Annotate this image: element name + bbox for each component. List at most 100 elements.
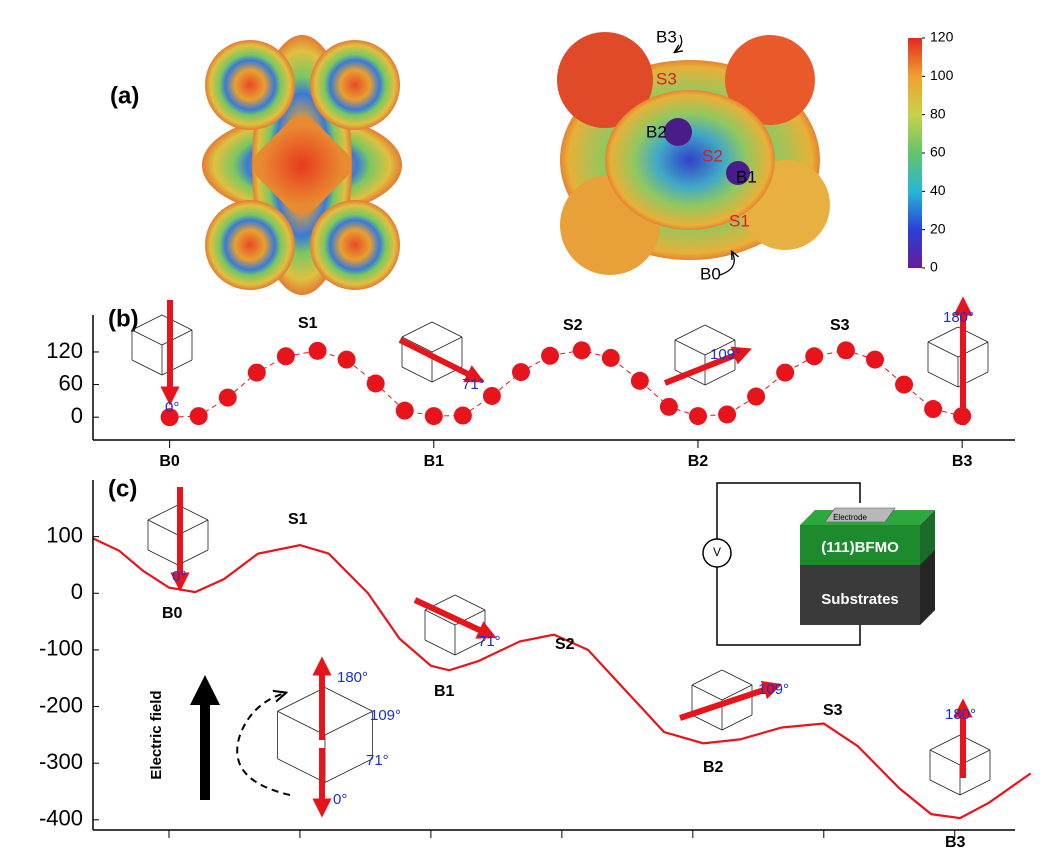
angle-label: 109° <box>758 681 789 698</box>
annotation: S1 <box>298 315 318 332</box>
page: {"chart_data": [ {"type": "colorbar", "l… <box>0 0 1047 852</box>
cube-edge <box>692 715 722 730</box>
data-point <box>747 388 765 406</box>
panel-label: (a) <box>110 82 139 109</box>
data-point <box>805 347 823 365</box>
cube-edge <box>432 337 462 352</box>
colorbar-tick-label: 40 <box>930 182 946 198</box>
data-point <box>660 398 678 416</box>
panel-label: (b) <box>108 305 139 332</box>
data-point <box>512 363 530 381</box>
colorbar-tick-label: 0 <box>930 259 938 275</box>
cube-edge <box>692 670 722 685</box>
annotation: S3 <box>823 702 843 719</box>
cube-edge <box>692 685 722 700</box>
annotation: Electrode <box>833 513 867 522</box>
annotation: S2 <box>563 317 583 334</box>
decoration <box>310 200 400 290</box>
cube-edge <box>930 750 960 765</box>
annotation: S2 <box>555 636 575 653</box>
data-point <box>309 342 327 360</box>
angle-label: 109° <box>370 707 401 724</box>
surface-left <box>202 35 402 295</box>
annotation: B2 <box>646 122 667 141</box>
decoration <box>205 40 295 130</box>
cube-edge <box>722 670 752 685</box>
annotation: S2 <box>702 146 723 165</box>
decoration <box>664 118 692 146</box>
data-point <box>248 364 266 382</box>
x-tick-label: B1 <box>424 453 445 470</box>
cube-edge <box>928 342 958 357</box>
data-point <box>924 400 942 418</box>
angle-label: 0° <box>333 791 347 808</box>
cube-edge <box>705 325 735 340</box>
data-point <box>541 347 559 365</box>
data-point <box>573 341 591 359</box>
y-tick-label: 0 <box>71 403 83 428</box>
data-point <box>837 341 855 359</box>
annotation: S3 <box>830 317 850 334</box>
cube-edge <box>278 688 326 712</box>
cube-edge <box>675 340 705 355</box>
cube-edge <box>455 595 485 610</box>
figure: (a) B3 S3 B2 S2 B1 S1 B0 (b) S1 S2 S3 0°… <box>0 0 1047 852</box>
cube-edge <box>930 780 960 795</box>
angle-label: 180° <box>945 706 976 723</box>
arrow <box>400 340 476 378</box>
data-point <box>718 405 736 423</box>
angle-label: 71° <box>366 752 389 769</box>
y-tick-label: 120 <box>46 338 83 363</box>
data-point <box>396 402 414 420</box>
cube-edge <box>148 550 178 565</box>
cube-edge <box>325 711 373 735</box>
cube-edge <box>928 327 958 342</box>
cube-edge <box>675 325 705 340</box>
y-tick-label: -400 <box>39 806 83 831</box>
cube-edge <box>928 372 958 387</box>
annotation: S3 <box>656 69 677 88</box>
annotation: B3 <box>656 27 677 46</box>
data-point <box>689 407 707 425</box>
data-point <box>338 351 356 369</box>
cube <box>425 595 485 655</box>
data-point <box>776 364 794 382</box>
y-tick-label: 100 <box>46 522 83 547</box>
cube-edge <box>402 322 432 337</box>
cube-edge <box>432 322 462 337</box>
cube-edge <box>278 711 326 735</box>
angle-label: 180° <box>943 309 974 326</box>
annotation: S1 <box>288 511 308 528</box>
data-point <box>454 407 472 425</box>
cube-edge <box>162 330 192 345</box>
x-tick-label: B2 <box>688 453 709 470</box>
cube-edge <box>162 315 192 330</box>
cube-edge <box>132 330 162 345</box>
data-point <box>895 376 913 394</box>
cube <box>132 315 192 375</box>
y-tick-label: -300 <box>39 749 83 774</box>
angle-label: 0° <box>172 568 186 585</box>
y-tick-label: 0 <box>71 579 83 604</box>
colorbar-tick-label: 60 <box>930 144 946 160</box>
cube-edge <box>960 780 990 795</box>
decoration <box>205 200 295 290</box>
colorbar-tick-label: 20 <box>930 220 946 236</box>
annotation: Substrates <box>821 591 899 608</box>
annotation: V <box>713 545 721 559</box>
cube-edge <box>425 640 455 655</box>
annotation: B0 <box>700 264 721 283</box>
cube-edge <box>705 370 735 385</box>
decoration <box>310 40 400 130</box>
decoration <box>605 90 775 230</box>
x-tick-label: B3 <box>952 453 973 470</box>
data-point <box>190 407 208 425</box>
colorbar <box>908 38 922 268</box>
cube-edge <box>930 735 960 750</box>
annotation: Electric field <box>148 690 165 779</box>
data-point <box>277 347 295 365</box>
data-point <box>425 407 443 425</box>
cube <box>928 327 988 387</box>
cube-edge <box>148 520 178 535</box>
annotation: S1 <box>729 211 750 230</box>
